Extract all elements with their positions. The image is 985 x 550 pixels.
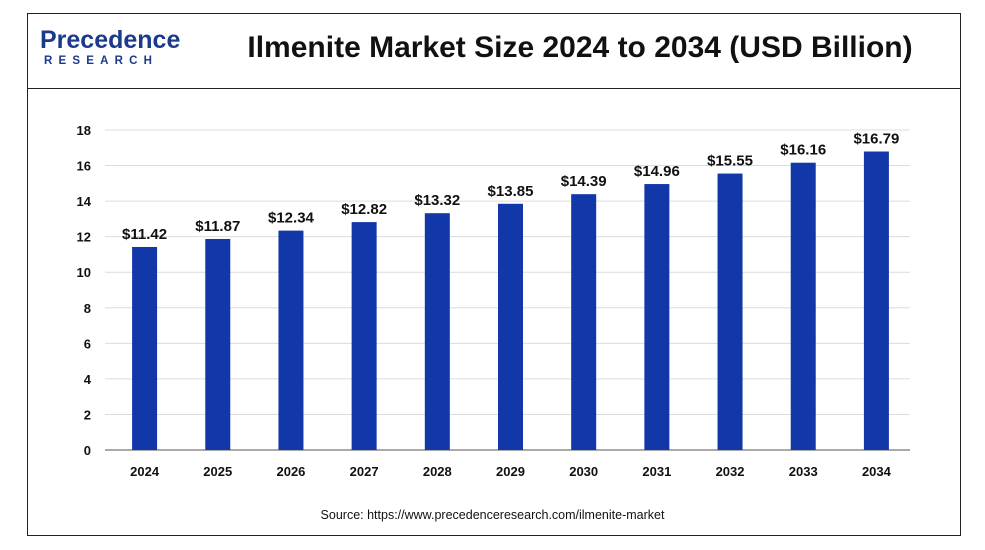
x-tick-label: 2031 [642, 464, 671, 479]
data-label: $14.39 [561, 173, 607, 190]
source-note: Source: https://www.precedenceresearch.c… [320, 508, 665, 522]
x-tick-label: 2028 [423, 464, 452, 479]
x-tick-label: 2034 [862, 464, 892, 479]
data-label: $11.87 [195, 218, 240, 235]
bar-2027 [351, 222, 377, 450]
x-tick-label: 2026 [276, 464, 305, 479]
x-tick-label: 2032 [716, 464, 745, 479]
x-tick-label: 2029 [496, 464, 525, 479]
bar-2026 [278, 230, 304, 450]
x-tick-label: 2024 [130, 464, 160, 479]
bar-2024 [132, 246, 158, 450]
bar-2028 [424, 213, 450, 450]
data-label: $16.79 [853, 131, 899, 148]
bar-2029 [498, 203, 523, 450]
bar-2033 [790, 162, 816, 450]
bar-2025 [205, 238, 231, 450]
data-label: $14.96 [634, 163, 680, 180]
y-tick-label: 16 [77, 159, 91, 174]
y-tick-label: 14 [77, 194, 92, 209]
y-tick-label: 6 [84, 336, 91, 351]
bar-2034 [863, 151, 889, 450]
data-label: $15.55 [707, 153, 753, 170]
data-label: $12.34 [268, 210, 315, 227]
data-label: $12.82 [341, 201, 387, 218]
logo-wordmark: Precedence [40, 26, 181, 54]
x-tick-label: 2025 [203, 464, 232, 479]
data-label: $13.32 [414, 192, 460, 209]
y-tick-label: 0 [84, 443, 91, 458]
x-tick-label: 2027 [350, 464, 379, 479]
brand-logo: Precedence RESEARCH [40, 26, 190, 74]
header-divider [27, 88, 961, 89]
data-label: $16.16 [780, 142, 826, 159]
y-tick-label: 18 [77, 123, 91, 138]
y-tick-label: 8 [84, 301, 91, 316]
y-tick-label: 2 [84, 407, 91, 422]
data-label: $13.85 [488, 183, 534, 200]
y-tick-label: 4 [84, 372, 92, 387]
logo-subtitle: RESEARCH [44, 55, 159, 67]
x-tick-label: 2033 [789, 464, 818, 479]
x-tick-label: 2030 [569, 464, 598, 479]
y-tick-label: 10 [77, 265, 91, 280]
y-tick-label: 12 [77, 230, 91, 245]
bar-2031 [644, 184, 670, 451]
bar-2032 [717, 173, 743, 451]
data-label: $11.42 [122, 226, 167, 243]
bar-2030 [571, 194, 597, 450]
chart-title: Ilmenite Market Size 2024 to 2034 (USD B… [247, 31, 913, 64]
